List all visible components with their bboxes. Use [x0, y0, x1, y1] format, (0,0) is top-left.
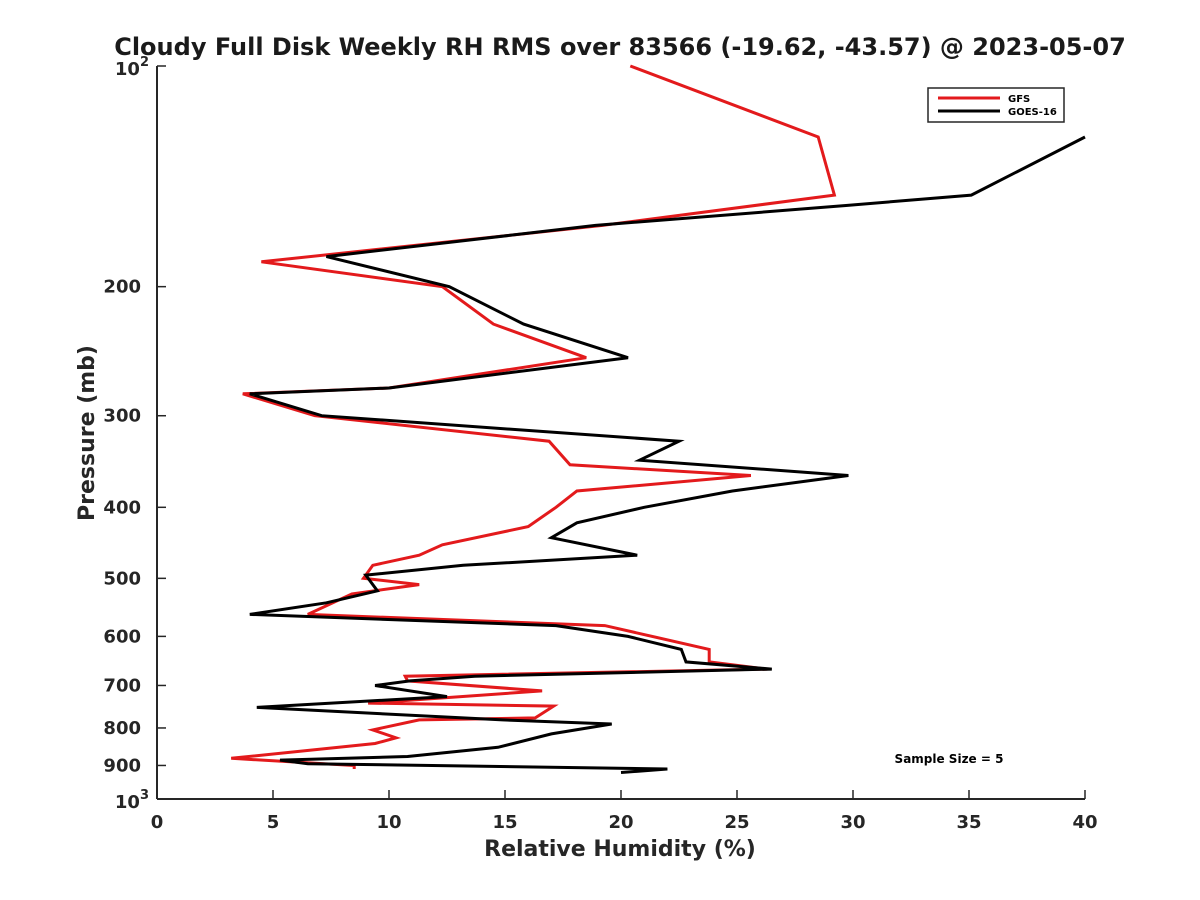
x-tick-label: 15 — [492, 812, 517, 833]
legend-label-gfs: GFS — [1008, 94, 1030, 105]
y-tick-label: 103 — [115, 788, 149, 813]
y-tick-label: 400 — [103, 497, 141, 518]
x-tick-label: 40 — [1072, 812, 1097, 833]
x-tick-label: 0 — [151, 812, 164, 833]
y-tick-label: 800 — [103, 718, 141, 739]
x-tick-label: 20 — [608, 812, 633, 833]
x-tick-label: 30 — [840, 812, 865, 833]
legend-label-goes-16: GOES-16 — [1008, 107, 1057, 118]
y-tick-label: 300 — [103, 406, 141, 427]
series-line-gfs — [231, 64, 837, 769]
y-tick-label: 600 — [103, 626, 141, 647]
x-tick-label: 5 — [267, 812, 280, 833]
y-tick-label: 500 — [103, 568, 141, 589]
legend: GFS GOES-16 — [927, 87, 1065, 123]
series-layer — [231, 64, 1086, 774]
sample-size-annotation: Sample Size = 5 — [895, 752, 1004, 766]
x-tick-label: 10 — [376, 812, 401, 833]
x-tick-label: 35 — [956, 812, 981, 833]
legend-box — [927, 87, 1065, 123]
y-tick-label: 700 — [103, 675, 141, 696]
y-tick-label: 102 — [115, 55, 149, 80]
y-axis-label: Pressure (mb) — [75, 345, 100, 521]
y-tick-label: 200 — [103, 277, 141, 298]
series-line-goes-16 — [249, 135, 1086, 774]
chart-title: Cloudy Full Disk Weekly RH RMS over 8356… — [114, 33, 1126, 61]
axes: 0 5 10 15 20 25 30 35 40 102 200 300 400 500 600 700 800… — [103, 55, 1097, 833]
x-axis-label: Relative Humidity (%) — [484, 837, 756, 862]
x-tick-label: 25 — [724, 812, 749, 833]
y-tick-label: 900 — [103, 755, 141, 776]
annotations: Sample Size = 5 — [895, 752, 1004, 766]
